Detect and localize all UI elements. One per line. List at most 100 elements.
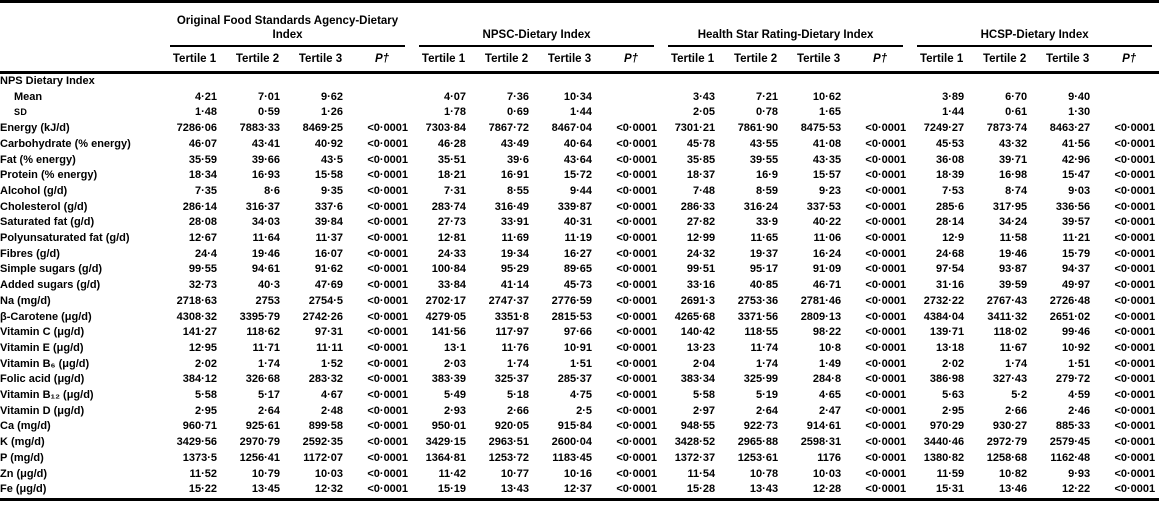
value-cell: 11·65 bbox=[750, 232, 779, 245]
value-cell: 1253·61 bbox=[737, 451, 779, 464]
p-value-cell: <0·0001 bbox=[1114, 404, 1156, 417]
value-cell: 5·58 bbox=[693, 389, 716, 402]
value-cell: 118·62 bbox=[246, 326, 280, 339]
value-cell: 16·24 bbox=[812, 247, 842, 260]
column-header-pvalue: P† bbox=[1099, 47, 1159, 74]
value-cell: 11·19 bbox=[564, 232, 593, 245]
value-cell: 3371·56 bbox=[737, 310, 779, 323]
value-cell: 2747·37 bbox=[488, 294, 530, 307]
value-cell: 1373·5 bbox=[182, 451, 217, 464]
p-value-cell: <0·0001 bbox=[367, 232, 409, 245]
value-cell: 2732·22 bbox=[923, 294, 965, 307]
value-cell: 285·37 bbox=[557, 373, 593, 386]
row-label: Vitamin C (μg/d) bbox=[0, 326, 85, 339]
value-cell: 2·64 bbox=[756, 404, 779, 417]
value-cell: 3·43 bbox=[693, 90, 716, 103]
p-value-cell bbox=[352, 73, 412, 90]
value-cell bbox=[163, 73, 226, 90]
value-cell: 99·46 bbox=[1061, 326, 1091, 339]
value-cell: 960·71 bbox=[182, 420, 217, 433]
value-cell: 10·62 bbox=[812, 90, 842, 103]
value-cell: 11·76 bbox=[501, 341, 530, 354]
value-cell: 337·6 bbox=[314, 200, 343, 213]
value-cell: 40·31 bbox=[563, 216, 593, 229]
value-cell: 10·34 bbox=[563, 90, 593, 103]
p-value-cell: <0·0001 bbox=[616, 420, 658, 433]
value-cell: 16·91 bbox=[500, 169, 530, 182]
row-label: Fe (μg/d) bbox=[0, 483, 47, 496]
p-value-cell: <0·0001 bbox=[865, 247, 907, 260]
value-cell bbox=[973, 73, 1036, 90]
value-cell: 9·40 bbox=[1068, 90, 1091, 103]
value-cell: 45·78 bbox=[686, 137, 716, 150]
value-cell: 4·59 bbox=[1068, 389, 1091, 402]
p-value-cell: <0·0001 bbox=[1114, 247, 1156, 260]
value-cell: 1·26 bbox=[320, 106, 343, 119]
table-row: Polyunsaturated fat (g/d) 12·67 11·64 11·37… bbox=[0, 231, 1159, 247]
p-value-cell: <0·0001 bbox=[616, 451, 658, 464]
value-cell: 2·47 bbox=[819, 404, 842, 417]
value-cell: 3·89 bbox=[942, 90, 965, 103]
value-cell: 9·62 bbox=[320, 90, 343, 103]
row-label: Cholesterol (g/d) bbox=[0, 200, 88, 213]
value-cell: 286·14 bbox=[182, 200, 217, 213]
p-value-cell: <0·0001 bbox=[616, 436, 658, 449]
value-cell: 5·58 bbox=[194, 389, 217, 402]
value-cell: 2726·48 bbox=[1049, 294, 1091, 307]
p-value-cell: <0·0001 bbox=[865, 326, 907, 339]
value-cell: 16·98 bbox=[998, 169, 1028, 182]
table-row: Fe (μg/d) 15·22 13·45 12·32 <0·0001 15·19 13·4… bbox=[0, 482, 1159, 499]
value-cell: 1·49 bbox=[819, 357, 842, 370]
value-cell: 40·22 bbox=[812, 216, 842, 229]
value-cell: 13·43 bbox=[500, 483, 530, 496]
value-cell: 0·69 bbox=[507, 106, 530, 119]
table-row: Zn (μg/d) 11·52 10·79 10·03 <0·0001 11·42 10·7… bbox=[0, 467, 1159, 483]
value-cell: 285·6 bbox=[935, 200, 965, 213]
row-label: Saturated fat (g/d) bbox=[0, 216, 95, 229]
value-cell: 1·78 bbox=[444, 106, 467, 119]
value-cell: 27·73 bbox=[437, 216, 467, 229]
value-cell: 34·03 bbox=[251, 216, 280, 229]
column-header-tertile2: Tertile 2 bbox=[973, 47, 1037, 74]
value-cell: 316·37 bbox=[245, 200, 280, 213]
p-value-cell: <0·0001 bbox=[1114, 122, 1156, 135]
value-cell: 4·07 bbox=[444, 90, 467, 103]
value-cell: 4265·68 bbox=[674, 310, 716, 323]
value-cell: 12·67 bbox=[188, 232, 217, 245]
group-header-hcsp: HCSP-Dietary Index bbox=[910, 2, 1159, 47]
p-value-cell: <0·0001 bbox=[1114, 451, 1156, 464]
value-cell: 5·2 bbox=[1011, 389, 1028, 402]
value-cell: 283·74 bbox=[431, 200, 467, 213]
p-value-cell: <0·0001 bbox=[865, 451, 907, 464]
p-value-cell: <0·0001 bbox=[1114, 263, 1156, 276]
p-value-cell: <0·0001 bbox=[616, 483, 658, 496]
column-header-tertile2: Tertile 2 bbox=[226, 47, 289, 74]
value-cell: 19·37 bbox=[749, 247, 779, 260]
p-value-cell: <0·0001 bbox=[865, 404, 907, 417]
value-cell: 1·44 bbox=[942, 106, 965, 119]
value-cell: 36·08 bbox=[935, 153, 965, 166]
value-cell: 7·35 bbox=[194, 184, 217, 197]
value-cell: 10·78 bbox=[749, 467, 779, 480]
table-row: Mean 4·21 7·01 9·62 4·07 7·36 10·34 3·43 7·21 10·… bbox=[0, 90, 1159, 106]
value-cell: 15·28 bbox=[686, 483, 716, 496]
p-value-cell: <0·0001 bbox=[367, 310, 409, 323]
value-cell: 46·71 bbox=[812, 279, 842, 292]
value-cell: 13·45 bbox=[251, 483, 280, 496]
value-cell: 39·57 bbox=[1061, 216, 1091, 229]
value-cell: 19·46 bbox=[251, 247, 280, 260]
value-cell: 922·73 bbox=[743, 420, 779, 433]
column-header-tertile1: Tertile 1 bbox=[412, 47, 476, 74]
group-header-hsr: Health Star Rating-Dietary Index bbox=[661, 2, 910, 47]
value-cell: 1256·41 bbox=[239, 451, 280, 464]
p-value-cell: <0·0001 bbox=[865, 263, 907, 276]
p-value-cell: <0·0001 bbox=[367, 122, 409, 135]
value-cell: 15·22 bbox=[188, 483, 217, 496]
p-value-cell: <0·0001 bbox=[865, 122, 907, 135]
value-cell bbox=[226, 73, 289, 90]
row-label: Carbohydrate (% energy) bbox=[0, 137, 131, 150]
row-label: Na (mg/d) bbox=[0, 294, 51, 307]
value-cell: 950·01 bbox=[431, 420, 467, 433]
value-cell: 11·37 bbox=[315, 232, 343, 245]
value-cell: 284·8 bbox=[812, 373, 842, 386]
